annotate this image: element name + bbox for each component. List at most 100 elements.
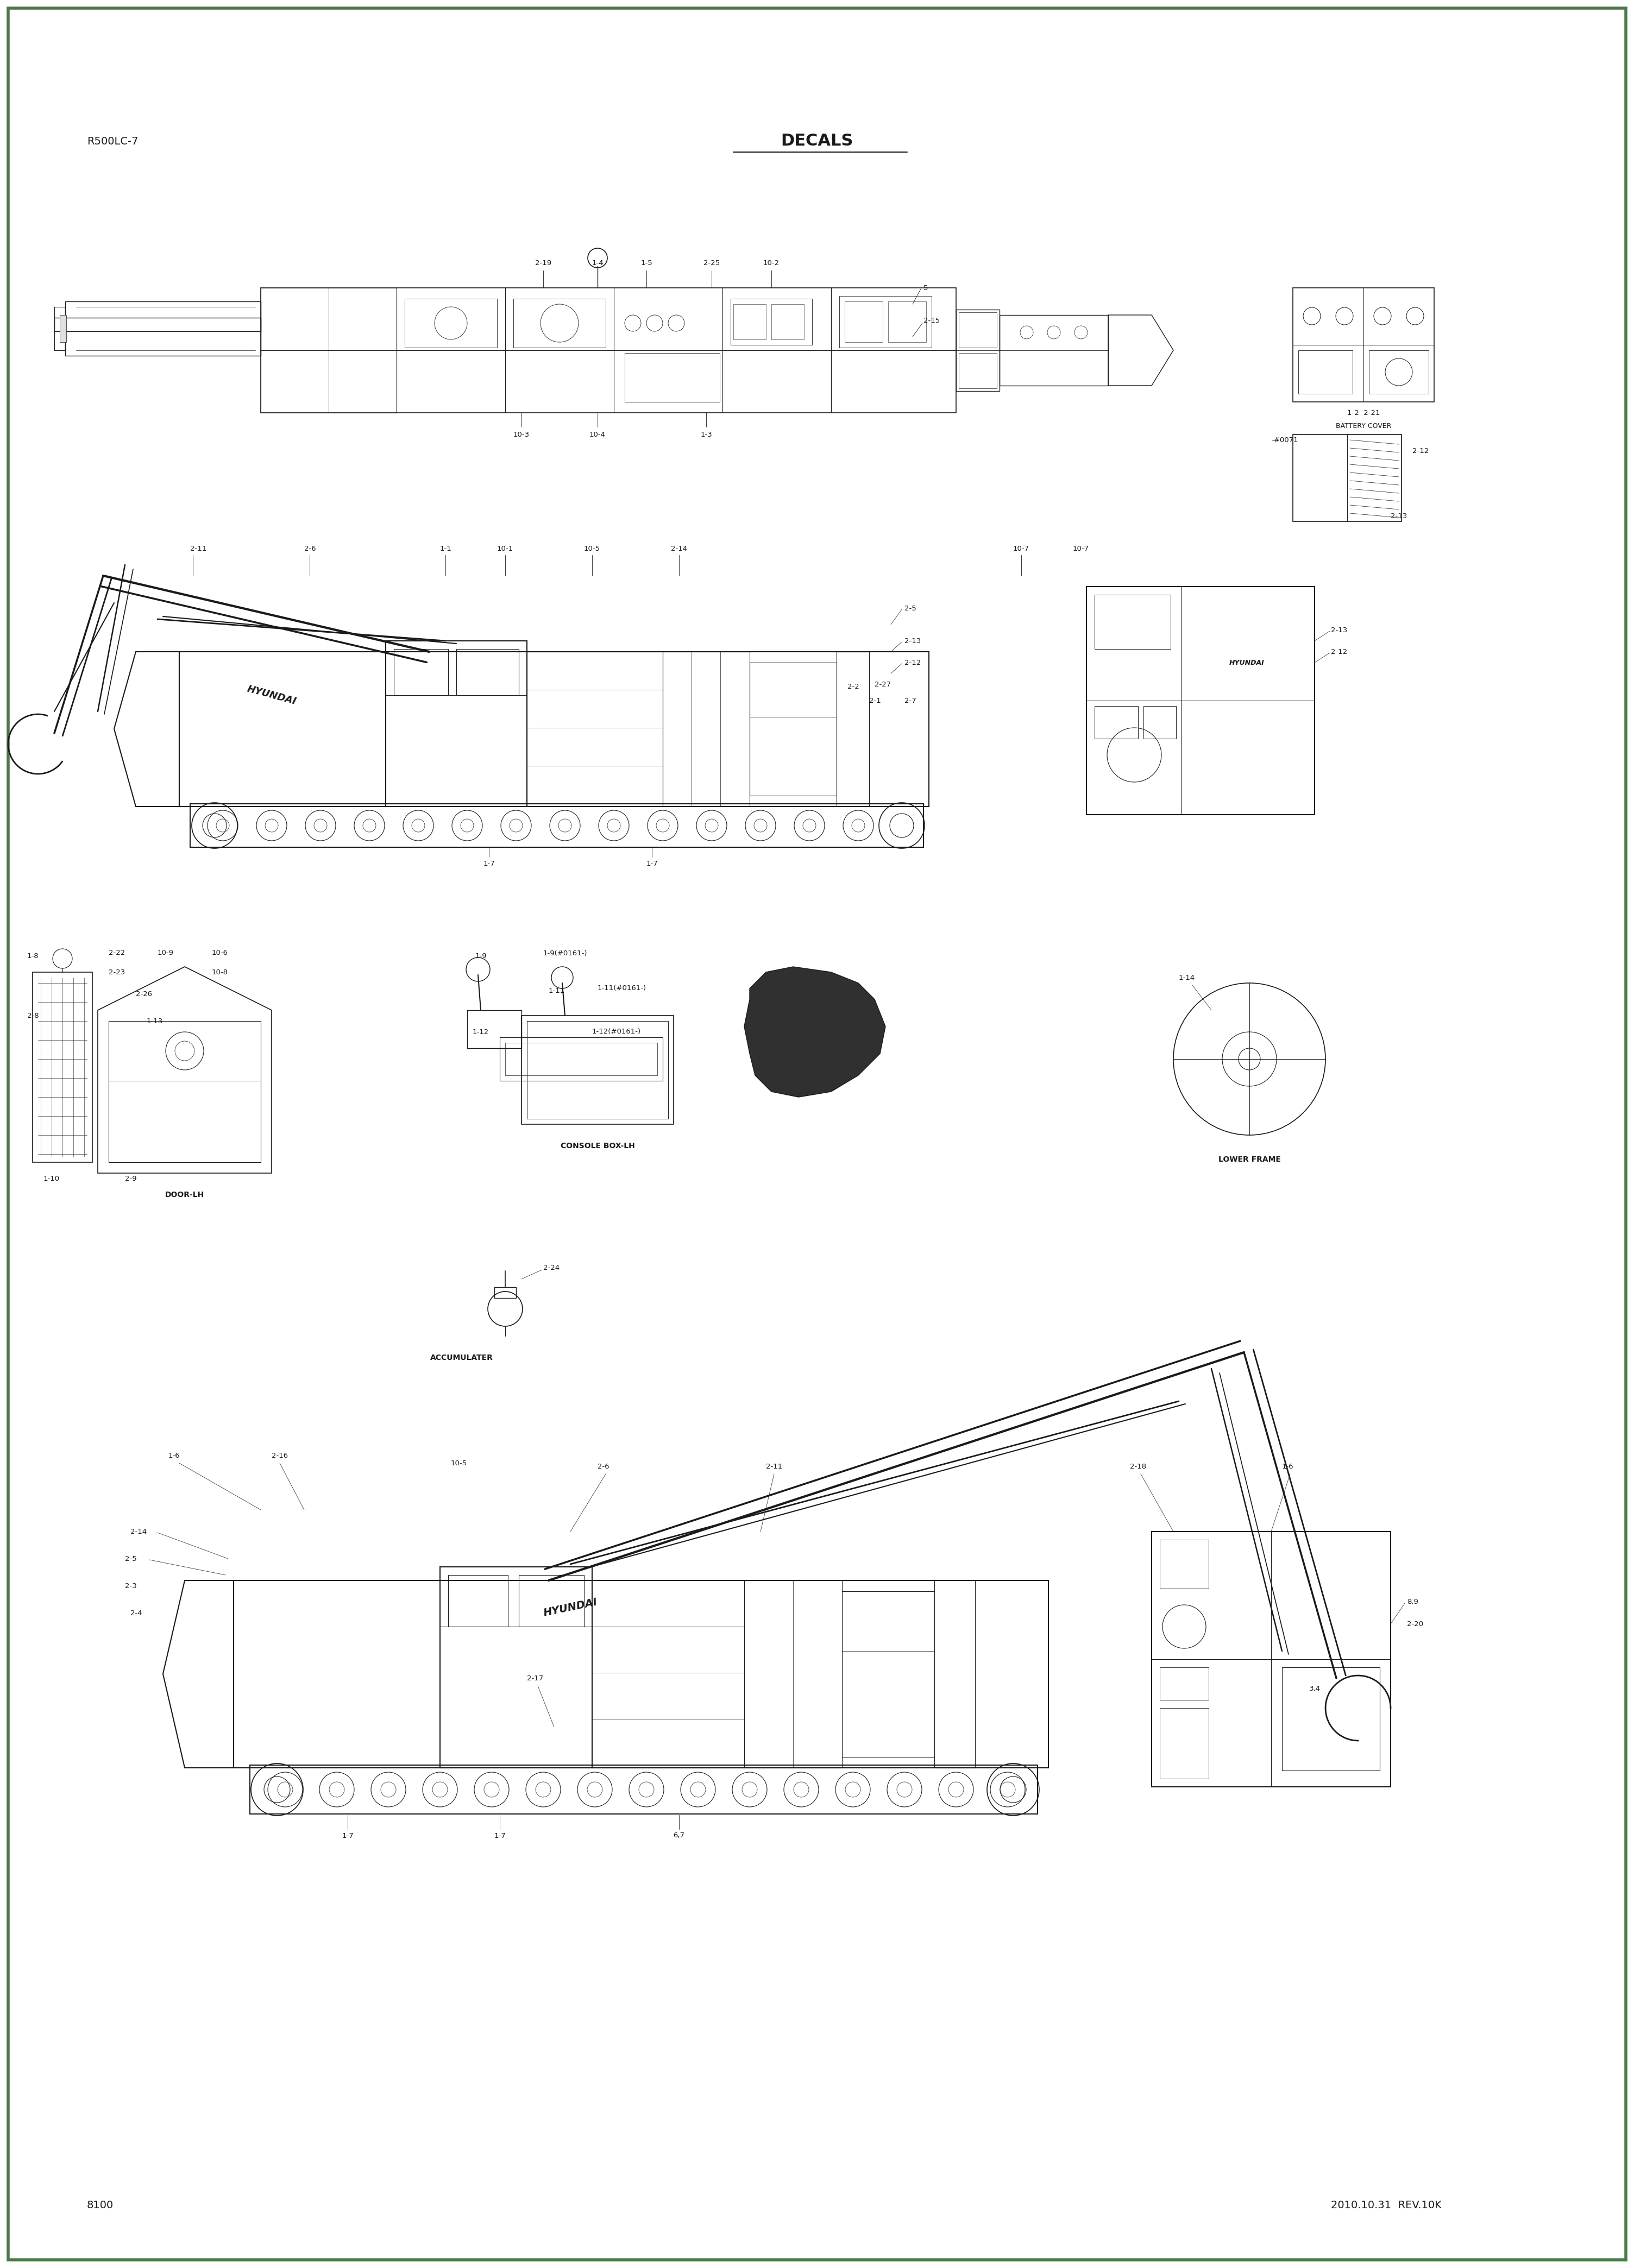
Text: 1-11(#0161-): 1-11(#0161-) <box>598 984 647 991</box>
Text: 1-12: 1-12 <box>472 1027 489 1036</box>
Bar <box>505 1043 657 1075</box>
Bar <box>1160 1667 1209 1701</box>
Text: 1-7: 1-7 <box>645 860 659 866</box>
Text: 2-3: 2-3 <box>124 1583 137 1590</box>
Text: 2-14: 2-14 <box>672 544 688 551</box>
Text: 2-13: 2-13 <box>1391 513 1407 519</box>
Text: CONSOLE BOX-LH: CONSOLE BOX-LH <box>560 1143 634 1150</box>
Text: 1-7: 1-7 <box>484 860 495 866</box>
Text: 10-3: 10-3 <box>513 431 529 438</box>
Text: HYUNDAI: HYUNDAI <box>542 1597 598 1619</box>
Text: 1-9: 1-9 <box>475 953 487 959</box>
Bar <box>1160 1708 1209 1778</box>
Bar <box>743 1581 842 1767</box>
Bar <box>54 306 65 349</box>
Text: 2-12: 2-12 <box>1412 447 1428 454</box>
Bar <box>1095 705 1137 739</box>
Text: DECALS: DECALS <box>781 134 853 150</box>
Text: 10-4: 10-4 <box>590 431 606 438</box>
Text: HYUNDAI: HYUNDAI <box>1229 660 1265 667</box>
Text: 10-6: 10-6 <box>212 950 229 957</box>
Bar <box>959 313 997 347</box>
Text: 1-6: 1-6 <box>1283 1463 1294 1470</box>
Text: 10-8: 10-8 <box>212 968 229 975</box>
Text: 3,4: 3,4 <box>1309 1685 1320 1692</box>
Text: 2-6: 2-6 <box>304 544 315 551</box>
Text: 2-12: 2-12 <box>905 660 922 667</box>
Bar <box>959 354 997 388</box>
Bar <box>842 1592 935 1758</box>
Text: 2-5: 2-5 <box>124 1556 137 1563</box>
Bar <box>526 651 663 807</box>
Text: 2-11: 2-11 <box>190 544 206 551</box>
Bar <box>1095 594 1170 649</box>
Bar <box>935 1581 975 1767</box>
Text: 2-25: 2-25 <box>703 261 721 268</box>
Bar <box>771 304 804 340</box>
Bar <box>663 651 750 807</box>
Bar <box>495 1288 516 1297</box>
Bar <box>624 354 719 401</box>
Text: 2-15: 2-15 <box>923 318 940 324</box>
Bar <box>440 1567 592 1767</box>
Text: 10-2: 10-2 <box>763 261 779 268</box>
Text: 1-2  2-21: 1-2 2-21 <box>1346 408 1379 417</box>
Text: 8,9: 8,9 <box>1407 1599 1418 1606</box>
Text: 1-7: 1-7 <box>493 1833 505 1839</box>
Text: HYUNDAI: HYUNDAI <box>245 685 297 705</box>
Text: 1-14: 1-14 <box>1178 973 1194 982</box>
Bar <box>518 1574 583 1626</box>
Text: 10-5: 10-5 <box>451 1461 467 1467</box>
Bar <box>386 642 526 807</box>
Text: 10-5: 10-5 <box>583 544 600 551</box>
Text: 2-11: 2-11 <box>766 1463 783 1470</box>
Text: ACCUMULATER: ACCUMULATER <box>430 1354 493 1361</box>
Bar <box>1292 288 1435 401</box>
Text: 6,7: 6,7 <box>673 1833 685 1839</box>
Bar <box>448 1574 508 1626</box>
Bar <box>261 288 956 413</box>
Text: 2-9: 2-9 <box>124 1175 137 1182</box>
Bar <box>734 304 766 340</box>
Bar <box>60 315 67 342</box>
Bar <box>592 1581 743 1767</box>
Text: 1-11: 1-11 <box>549 987 565 996</box>
Text: 2-24: 2-24 <box>542 1266 559 1272</box>
Bar <box>500 1036 663 1082</box>
Text: 10-7: 10-7 <box>1013 544 1029 551</box>
Text: 5: 5 <box>923 284 928 290</box>
Bar <box>467 1009 521 1048</box>
Bar <box>1087 587 1315 814</box>
Bar <box>1292 435 1402 522</box>
Text: 1-12(#0161-): 1-12(#0161-) <box>592 1027 641 1036</box>
Text: 2010.10.31  REV.10K: 2010.10.31 REV.10K <box>1330 2200 1441 2209</box>
Polygon shape <box>743 966 886 1098</box>
Text: 2-27: 2-27 <box>874 680 891 687</box>
Text: 1-6: 1-6 <box>168 1452 180 1458</box>
Text: 2-7: 2-7 <box>905 696 917 703</box>
Text: 2-16: 2-16 <box>271 1452 288 1458</box>
Text: 10-1: 10-1 <box>497 544 513 551</box>
Bar <box>889 302 926 342</box>
Text: 1-9(#0161-): 1-9(#0161-) <box>542 950 588 957</box>
Bar <box>394 649 448 696</box>
Text: -#0071: -#0071 <box>1271 435 1297 445</box>
Text: 1-7: 1-7 <box>342 1833 353 1839</box>
Bar <box>956 308 1000 390</box>
Bar <box>1160 1540 1209 1588</box>
Bar <box>513 299 606 347</box>
Bar <box>234 1581 1049 1767</box>
Text: 2-20: 2-20 <box>1407 1619 1423 1628</box>
Text: 2-13: 2-13 <box>905 637 922 644</box>
Text: 2-1: 2-1 <box>869 696 881 703</box>
Text: R500LC-7: R500LC-7 <box>87 136 139 147</box>
Bar <box>456 649 518 696</box>
Bar <box>108 1021 261 1161</box>
Text: DOOR-LH: DOOR-LH <box>165 1191 204 1198</box>
Bar <box>837 651 869 807</box>
Text: 2-17: 2-17 <box>526 1674 544 1681</box>
Text: 2-8: 2-8 <box>28 1012 39 1018</box>
Bar <box>845 302 882 342</box>
Text: 1-1: 1-1 <box>440 544 451 551</box>
Text: 2-2: 2-2 <box>848 683 859 689</box>
